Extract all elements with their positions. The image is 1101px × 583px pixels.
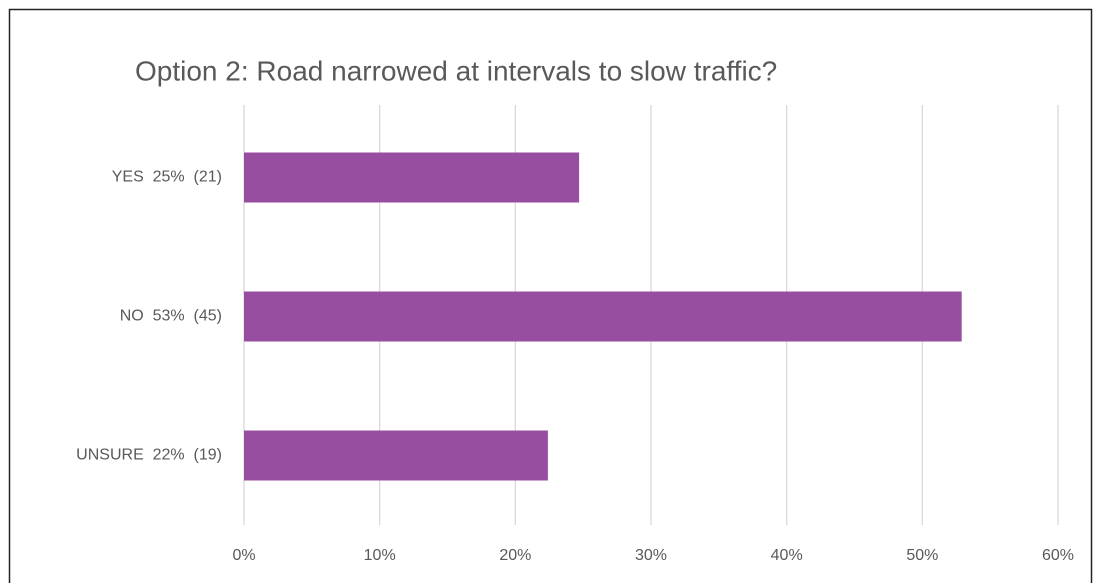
chart-title: Option 2: Road narrowed at intervals to …: [135, 55, 777, 86]
x-tick-label: 20%: [499, 547, 531, 564]
y-tick-label: YES 25% (21): [112, 169, 222, 186]
x-tick-label: 40%: [771, 547, 803, 564]
x-tick-label: 0%: [232, 547, 255, 564]
x-tick-label: 30%: [635, 547, 667, 564]
bar: [244, 291, 962, 342]
x-tick-label: 60%: [1042, 547, 1074, 564]
y-tick-label: UNSURE 22% (19): [76, 447, 222, 464]
y-tick-label: NO 53% (45): [120, 308, 222, 325]
x-tick-label: 10%: [364, 547, 396, 564]
bar: [244, 152, 580, 203]
bar: [244, 430, 548, 481]
x-tick-label: 50%: [906, 547, 938, 564]
